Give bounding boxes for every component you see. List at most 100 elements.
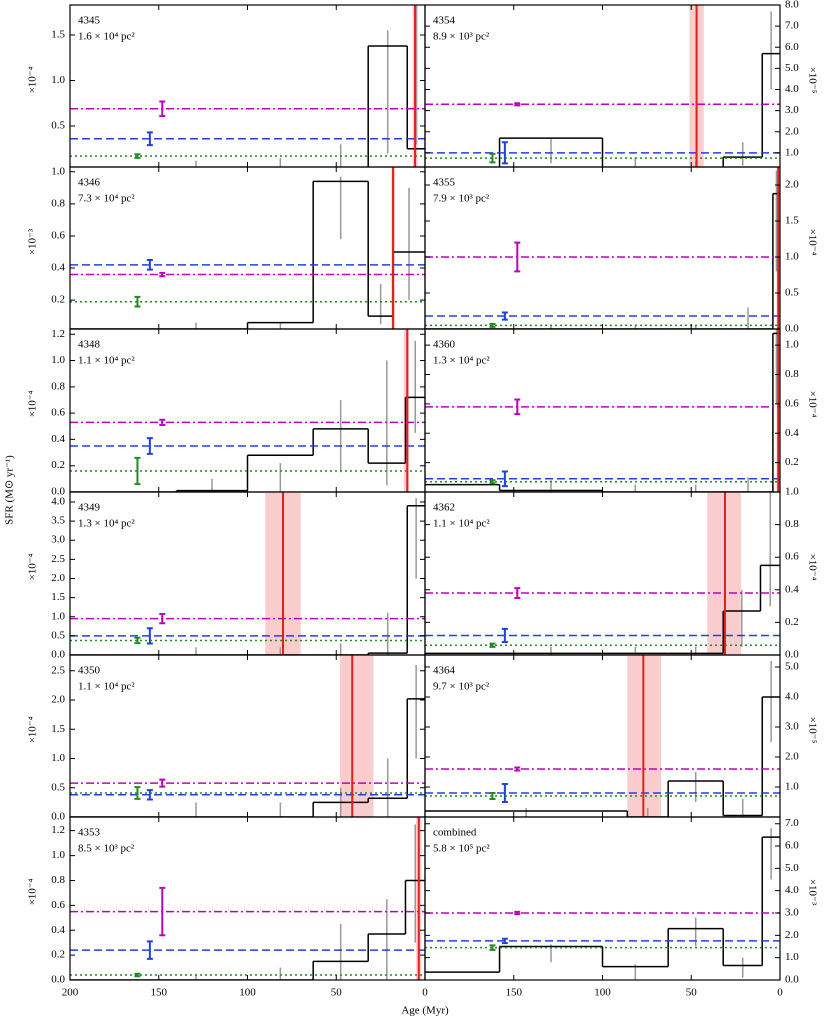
panel: [425, 5, 780, 167]
panel-area: 1.1 × 10⁴ pc²: [78, 681, 135, 693]
panel-area: 1.1 × 10⁴ pc²: [78, 355, 135, 367]
x-tick-label: 50: [686, 987, 698, 999]
panel-frame: [69, 166, 426, 330]
y-tick-label: 1.0: [785, 146, 799, 158]
y-tick-label: 3.0: [51, 534, 65, 546]
x-tick-label: 0: [422, 987, 428, 999]
x-tick-label: 0: [777, 987, 783, 999]
y-tick-label: 1.0: [51, 610, 65, 622]
y-tick-label: 0.6: [785, 397, 799, 409]
level-error-bar: [159, 886, 166, 937]
panel-frame: [424, 328, 781, 493]
y-tick-label: 0.2: [51, 949, 65, 961]
level-error-bar: [159, 100, 166, 118]
level-error-bar: [514, 910, 521, 916]
y-tick-label: 2.0: [51, 572, 65, 584]
panel-label: 4353: [78, 827, 101, 839]
panel-label: 4345: [78, 15, 101, 27]
y-tick-label: 0.8: [785, 368, 799, 380]
level-error-bar: [146, 940, 153, 960]
y-tick-label: 4.0: [785, 691, 799, 703]
y-tick-label: 1.0: [51, 354, 65, 366]
panel: [70, 655, 425, 817]
panel-label: 4350: [78, 665, 101, 677]
y-tick-label: 0.5: [51, 629, 65, 641]
panel: [425, 828, 780, 980]
y-tick-label: 1.2: [51, 824, 65, 836]
y-tick-label: 2.0: [51, 694, 65, 706]
level-error-bar: [134, 636, 141, 645]
age-band: [339, 655, 374, 817]
y-tick-label: 0.0: [51, 974, 65, 986]
y-tick-label: 0.4: [51, 433, 65, 445]
y-tick-label: 1.2: [51, 328, 65, 340]
y-tick-label: 1.0: [51, 74, 65, 86]
panel-frame: [69, 4, 426, 168]
level-error-bar: [489, 479, 496, 485]
level-error-bar: [501, 783, 508, 803]
level-error-bar: [514, 398, 521, 416]
level-error-bar: [501, 470, 508, 488]
y-tick-label: 0.4: [785, 427, 799, 439]
panel-area: 7.9 × 10³ pc²: [433, 193, 490, 205]
panel-label: 4346: [78, 177, 101, 189]
y-tick-label: 1.5: [51, 591, 65, 603]
y-tick-label: 2.0: [785, 179, 799, 191]
y-tick-label: 0.0: [785, 323, 799, 335]
panel-area: 1.3 × 10⁴ pc²: [78, 518, 135, 530]
y-multiplier: ×10⁻⁵: [806, 717, 818, 744]
panel-area: 1.1 × 10⁴ pc²: [433, 518, 490, 530]
panel: [70, 167, 425, 329]
y-tick-label: 1.0: [785, 251, 799, 263]
panel: [70, 492, 425, 655]
y-tick-label: 0.4: [785, 583, 799, 595]
y-tick-label: 0.5: [51, 120, 65, 132]
y-multiplier: ×10⁻⁴: [806, 229, 818, 256]
panel-area: 7.3 × 10⁴ pc²: [78, 193, 135, 205]
level-error-bar: [146, 627, 153, 645]
y-tick-label: 0.6: [785, 551, 799, 563]
y-multiplier: ×10⁻⁵: [806, 67, 818, 94]
y-tick-label: 1.0: [785, 781, 799, 793]
level-error-bar: [159, 271, 166, 278]
y-tick-label: 1.0: [785, 486, 799, 498]
level-error-bar: [489, 322, 496, 328]
level-error-bar: [501, 937, 508, 945]
y-tick-label: 0.4: [51, 262, 65, 274]
y-tick-label: 1.0: [51, 165, 65, 177]
panel-frame: [69, 816, 426, 981]
level-error-bar: [134, 153, 141, 159]
y-tick-label: 3.0: [785, 721, 799, 733]
y-tick-label: 1.5: [785, 215, 799, 227]
y-tick-label: 0.8: [51, 197, 65, 209]
x-tick-label: 150: [151, 987, 168, 999]
y-tick-label: 0.6: [51, 230, 65, 242]
y-multiplier: ×10⁻³: [806, 879, 818, 906]
panel: [425, 492, 780, 655]
y-tick-label: 0.2: [785, 456, 799, 468]
y-tick-label: 0.6: [51, 407, 65, 419]
level-error-bar: [501, 627, 508, 643]
panel-label: 4348: [78, 339, 101, 351]
y-tick-label: 0.2: [785, 616, 799, 628]
sfh-riser: [498, 837, 763, 973]
panel-area: 5.8 × 10⁵ pc²: [433, 843, 490, 855]
y-tick-label: 0.8: [51, 380, 65, 392]
x-tick-label: 100: [239, 987, 256, 999]
panel-label: 4362: [433, 502, 455, 514]
sfh-riser: [175, 397, 407, 492]
level-error-bar: [159, 418, 166, 426]
level-error-bar: [159, 613, 166, 625]
panel-frame: [69, 491, 426, 656]
y-multiplier: ×10⁻⁴: [27, 878, 39, 905]
y-tick-label: 0.8: [785, 518, 799, 530]
y-tick-label: 5.0: [785, 862, 799, 874]
panel: [70, 329, 425, 492]
y-tick-label: 0.0: [785, 649, 799, 661]
x-tick-label: 200: [62, 987, 79, 999]
y-tick-label: 0.0: [51, 811, 65, 823]
y-tick-label: 3.0: [785, 104, 799, 116]
y-multiplier: ×10⁻⁴: [27, 390, 39, 417]
level-error-bar: [134, 456, 141, 486]
level-error-bar: [489, 792, 496, 800]
